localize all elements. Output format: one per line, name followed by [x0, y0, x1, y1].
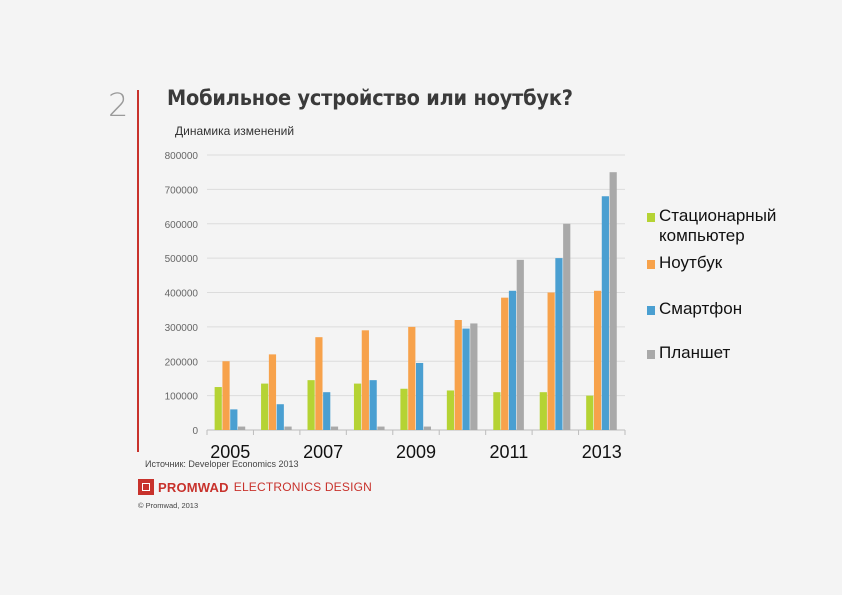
logo-mark-icon [138, 479, 154, 495]
bar [516, 259, 524, 430]
bar [454, 320, 462, 430]
bar [238, 426, 246, 430]
x-tick-label: 2011 [490, 442, 529, 462]
y-tick-label: 500000 [165, 254, 199, 265]
copyright-note: © Promwad, 2013 [138, 501, 199, 510]
bar [470, 323, 478, 430]
bar [307, 380, 315, 430]
x-tick-label: 2007 [303, 442, 343, 462]
source-note: Источник: Developer Economics 2013 [145, 459, 299, 469]
bar [276, 404, 284, 430]
bar [330, 426, 339, 430]
bar [361, 330, 369, 430]
bar [416, 362, 424, 430]
bar [214, 387, 222, 430]
x-axis: 2005 2007 2009 2011 2013 [206, 430, 626, 462]
chart-legend: Стационарный компьютер Ноутбук Смартфон План… [647, 206, 776, 362]
slide-subtitle: Динамика изменений [175, 124, 295, 138]
bar [539, 392, 547, 430]
bar [547, 292, 555, 430]
bar [462, 328, 470, 430]
legend-label: Ноутбук [659, 253, 723, 272]
legend-swatch [647, 350, 655, 359]
legend-swatch [647, 306, 655, 315]
bar [323, 392, 331, 430]
bar [230, 409, 238, 430]
chart-bars [214, 172, 617, 430]
y-tick-label: 700000 [165, 185, 199, 196]
bar [501, 297, 509, 430]
x-tick-label: 2013 [582, 442, 622, 462]
x-tick-label: 2009 [396, 442, 436, 462]
legend-label: Смартфон [659, 299, 742, 318]
bar [315, 337, 323, 430]
bar [377, 426, 385, 430]
slide-title: Мобильное устройство или ноутбук? [167, 86, 573, 110]
bar [261, 383, 269, 430]
bar [508, 290, 517, 430]
legend-label: Стационарный компьютер [659, 206, 776, 245]
bar [563, 223, 571, 430]
bar [284, 426, 292, 430]
y-axis: 0 100000 200000 300000 400000 500000 600000 700… [165, 151, 199, 437]
divider-line [137, 90, 139, 452]
y-tick-label: 100000 [165, 392, 199, 403]
bar [408, 326, 416, 430]
slide-number: 2 [108, 86, 129, 124]
bar [423, 426, 431, 430]
bar [609, 172, 617, 430]
bar [222, 361, 230, 430]
bar [369, 380, 377, 430]
y-tick-label: 300000 [165, 323, 199, 334]
bar [493, 392, 501, 430]
bar [593, 290, 602, 430]
logo-tagline: ELECTRONICS DESIGN [233, 480, 373, 494]
y-tick-label: 0 [192, 426, 198, 437]
y-tick-label: 200000 [165, 357, 199, 368]
bar [601, 196, 609, 430]
promwad-logo: PROMWAD ELECTRONICS DESIGN [138, 478, 372, 496]
bar [353, 383, 362, 430]
y-tick-label: 400000 [165, 289, 199, 300]
bar [268, 354, 277, 430]
y-tick-label: 600000 [165, 220, 199, 231]
legend-swatch [647, 260, 655, 269]
bar [586, 395, 594, 430]
legend-label: Планшет [659, 343, 731, 362]
bar [555, 258, 563, 430]
logo-brand: PROMWAD [158, 479, 229, 495]
legend-swatch [647, 213, 655, 222]
y-tick-label: 800000 [165, 151, 199, 162]
bar [400, 388, 408, 430]
bar [446, 390, 455, 430]
x-tick-label: 2005 [210, 442, 250, 462]
